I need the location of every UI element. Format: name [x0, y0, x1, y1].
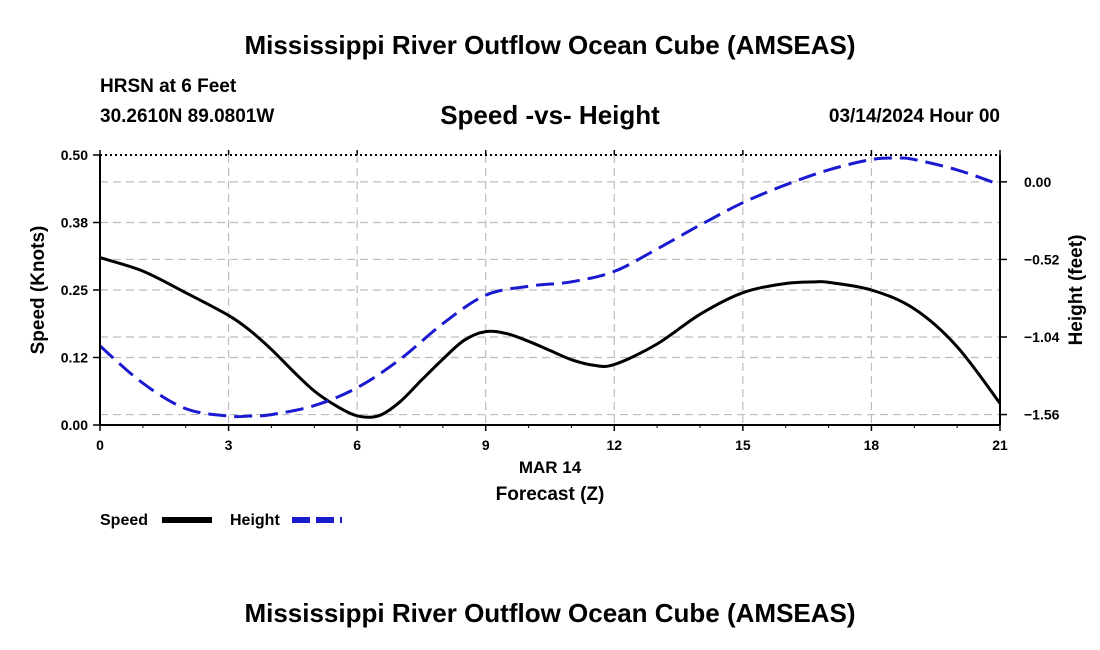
x-tick-label: 9: [482, 437, 490, 453]
station-label: HRSN at 6 Feet: [100, 76, 237, 97]
forecast-datetime: 03/14/2024 Hour 00: [828, 106, 1000, 127]
y2-tick-label: −1.04: [1024, 329, 1060, 345]
x-tick-label: 21: [992, 437, 1008, 453]
chart-subtitle: Speed -vs- Height: [440, 100, 660, 130]
x-tick-label: 3: [225, 437, 233, 453]
x-tick-label: 15: [735, 437, 751, 453]
series-line-speed: [99, 256, 1002, 419]
x-tick-label: 6: [353, 437, 361, 453]
y-tick-label: 0.00: [61, 417, 88, 433]
y-tick-label: 0.50: [61, 147, 88, 163]
y2-tick-label: −0.52: [1024, 251, 1060, 267]
y-tick-label: 0.25: [61, 282, 88, 298]
y-tick-label: 0.12: [61, 350, 88, 366]
main-title: Mississippi River Outflow Ocean Cube (AM…: [244, 30, 856, 60]
y2-axis-title: Height (feet): [1066, 235, 1087, 346]
y2-tick-label: −1.56: [1024, 407, 1060, 423]
legend-label-height: Height: [230, 512, 280, 529]
footer-title: Mississippi River Outflow Ocean Cube (AM…: [244, 598, 856, 628]
x-tick-label: 0: [96, 437, 104, 453]
series-line-height: [99, 156, 1001, 419]
x-date-label: MAR 14: [519, 458, 582, 477]
legend-label-speed: Speed: [100, 512, 148, 529]
x-axis-title: Forecast (Z): [496, 484, 605, 505]
y-tick-label: 0.38: [61, 215, 88, 231]
y-axis-title: Speed (Knots): [28, 226, 49, 355]
x-tick-label: 18: [864, 437, 880, 453]
x-tick-label: 12: [606, 437, 622, 453]
station-coordinates: 30.2610N 89.0801W: [100, 106, 275, 127]
y2-tick-label: 0.00: [1024, 174, 1051, 190]
